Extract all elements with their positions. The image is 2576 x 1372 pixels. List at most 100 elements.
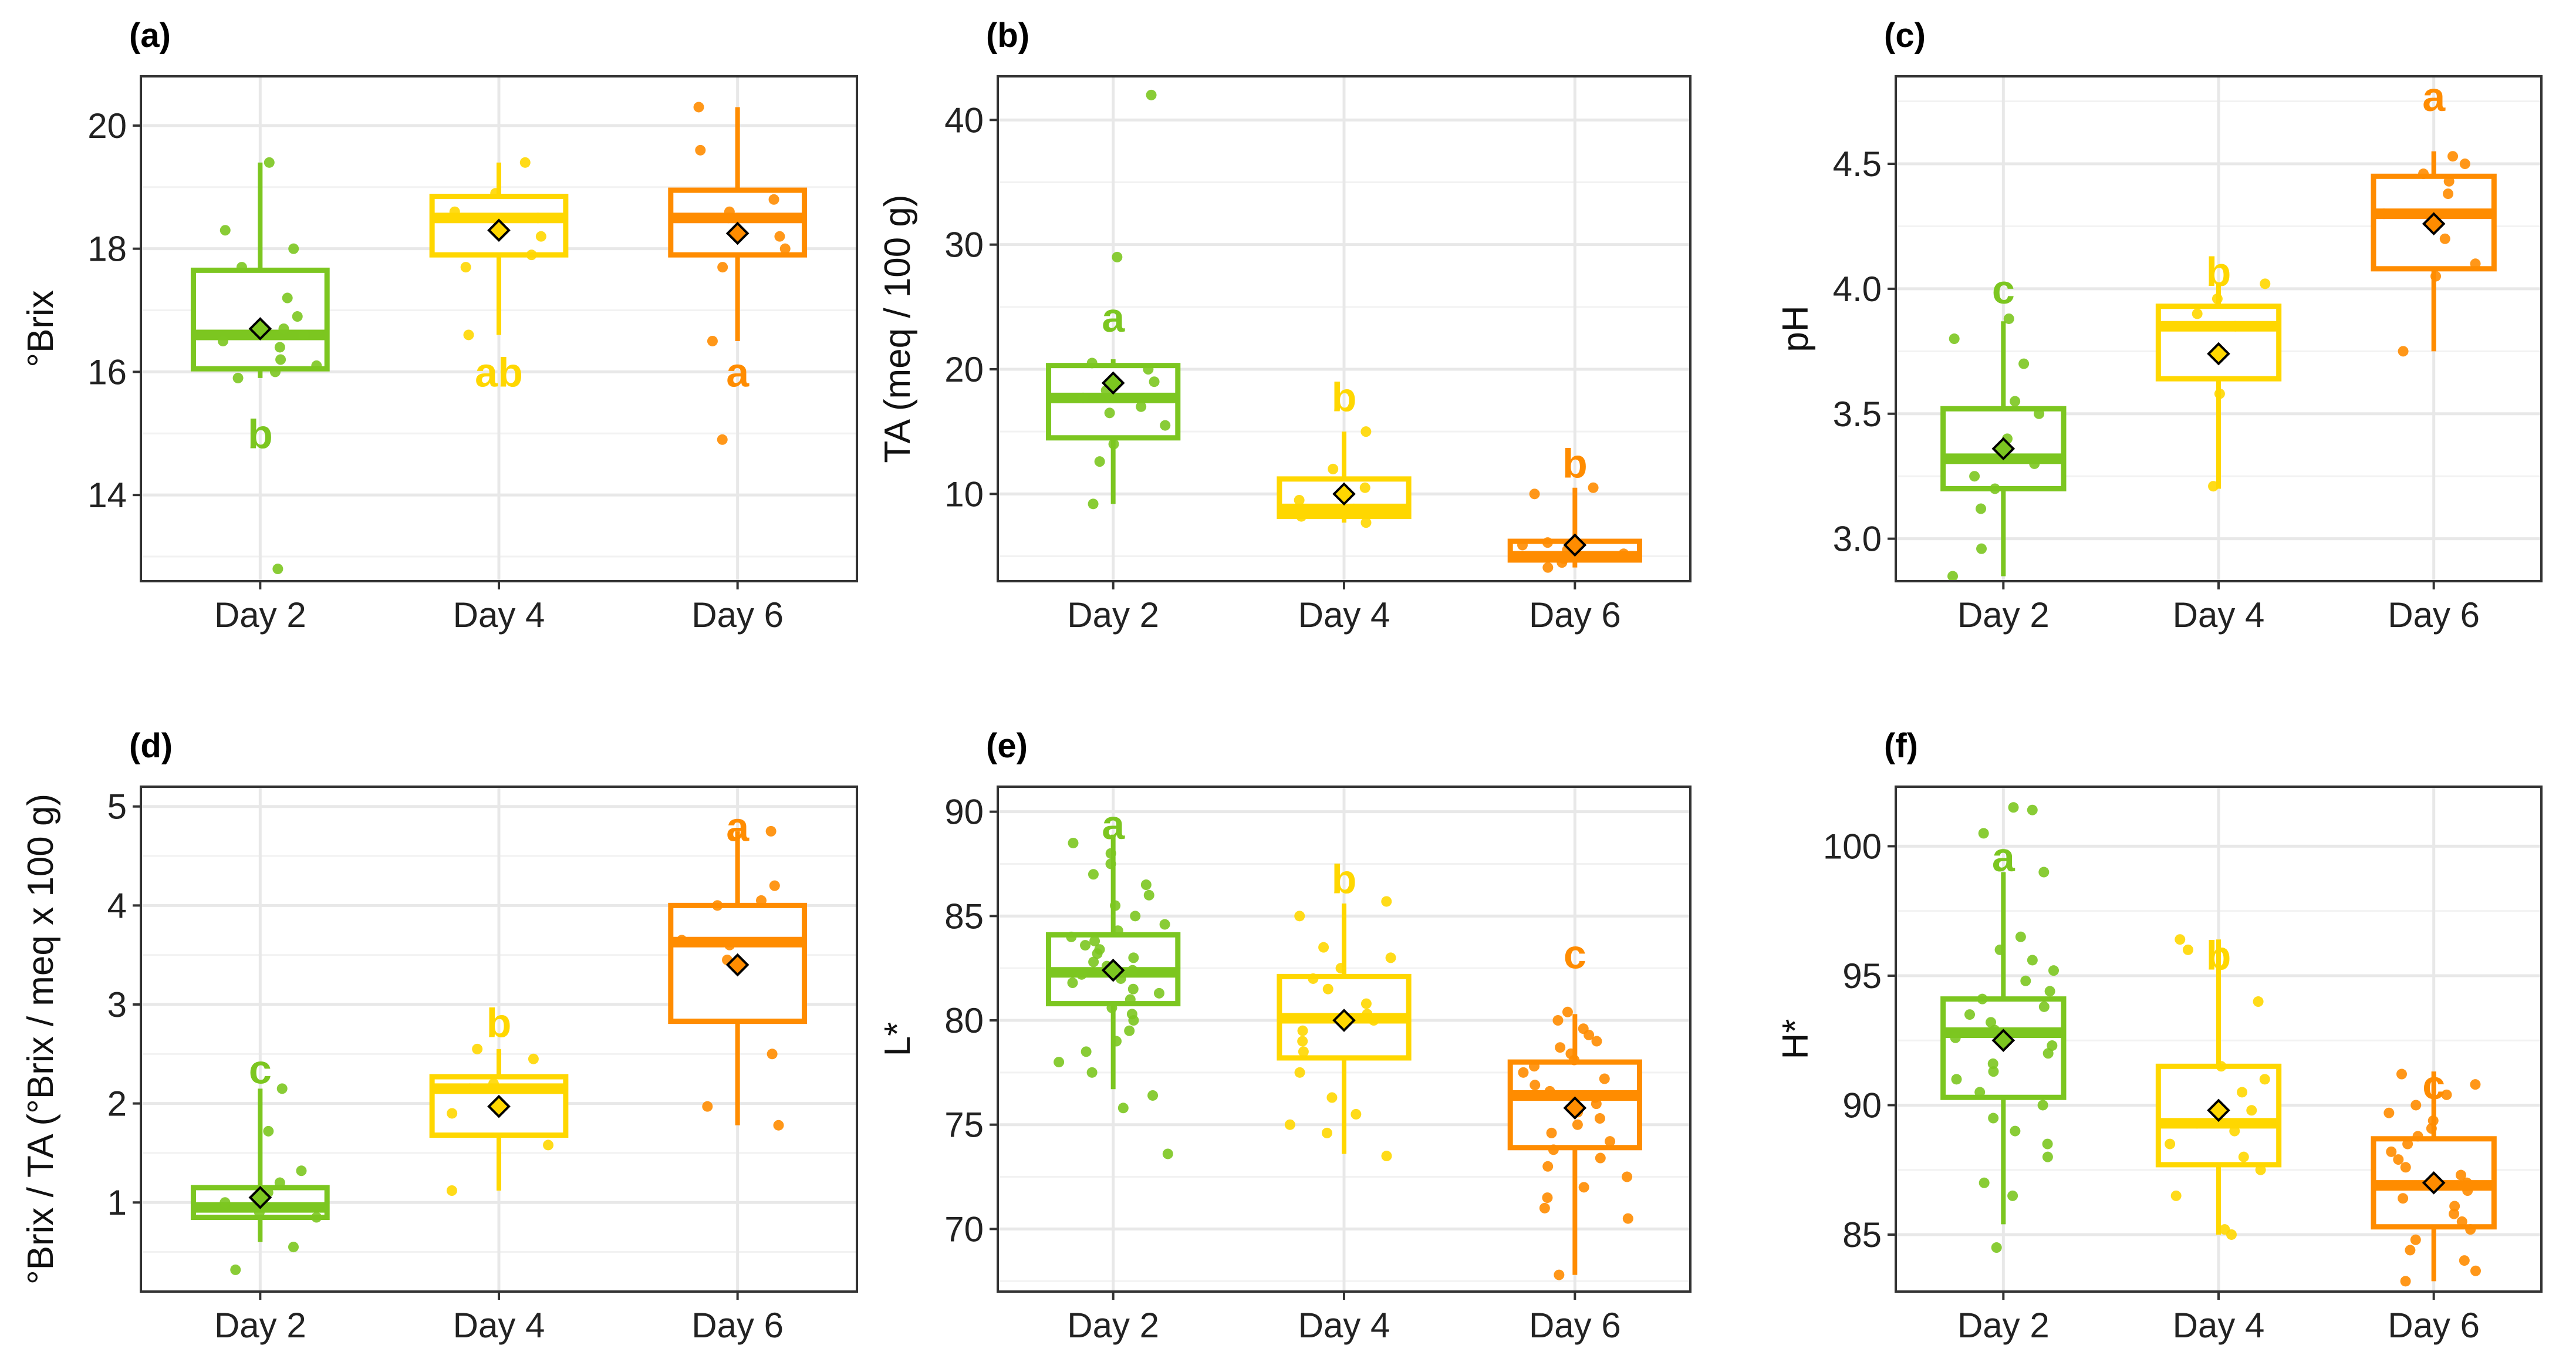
- y-tick-label: 16: [87, 352, 127, 392]
- data-point: [2192, 308, 2203, 319]
- mean-marker: [1101, 371, 1125, 395]
- significance-letter: c: [1992, 267, 2015, 312]
- box-day-4: b: [2155, 249, 2282, 492]
- data-point: [220, 225, 231, 236]
- data-point: [2047, 1040, 2058, 1051]
- box-day-2: a: [1046, 802, 1181, 1159]
- data-point: [1321, 1127, 1332, 1138]
- y-tick-label: 4: [107, 886, 127, 925]
- data-point: [275, 354, 286, 365]
- x-tick-label: Day 6: [1529, 1306, 1621, 1345]
- data-point: [2042, 1151, 2053, 1162]
- data-point: [2237, 1087, 2248, 1098]
- data-point: [1308, 973, 1319, 984]
- plot-frame: [997, 75, 1692, 582]
- data-point: [1529, 488, 1540, 500]
- data-point: [2034, 408, 2045, 419]
- data-point: [2020, 975, 2031, 986]
- data-point: [2027, 955, 2038, 966]
- data-point: [2182, 944, 2193, 955]
- data-point: [1949, 333, 1960, 345]
- panel-label: (c): [1884, 16, 1926, 55]
- data-point: [767, 1049, 778, 1060]
- data-point: [1542, 1161, 1554, 1172]
- data-point: [1094, 944, 1105, 955]
- data-point: [1126, 1009, 1137, 1020]
- data-point: [1140, 879, 1152, 891]
- data-point: [2044, 986, 2055, 997]
- x-tick-label: Day 6: [2388, 595, 2480, 635]
- data-point: [774, 231, 785, 242]
- data-point: [278, 323, 289, 334]
- data-point: [2465, 1224, 2476, 1235]
- data-point: [2029, 458, 2040, 469]
- data-point: [1988, 1066, 1999, 1077]
- data-point: [460, 262, 471, 273]
- data-point: [2456, 1216, 2467, 1227]
- data-point: [1947, 571, 1959, 582]
- data-point: [2418, 168, 2429, 180]
- data-point: [1969, 471, 1980, 482]
- data-point: [1125, 994, 1136, 1005]
- data-point: [1994, 944, 2006, 955]
- data-point: [2400, 1276, 2411, 1287]
- significance-letter: c: [2422, 1062, 2445, 1108]
- data-point: [1548, 1144, 1559, 1155]
- data-point: [1950, 1032, 1961, 1043]
- data-point: [1136, 401, 1147, 412]
- data-point: [717, 262, 728, 273]
- data-point: [463, 329, 474, 341]
- y-tick-label: 75: [944, 1105, 984, 1145]
- y-axis-title: °Brix / TA (°Brix / meq x 100 g): [21, 794, 61, 1285]
- data-point: [1599, 1073, 1610, 1084]
- data-point: [1067, 977, 1078, 989]
- data-point: [1089, 935, 1100, 946]
- data-point: [1622, 1213, 1633, 1224]
- y-tick-label: 30: [944, 225, 984, 265]
- data-point: [1595, 1152, 1606, 1164]
- data-point: [464, 1083, 475, 1094]
- data-point: [1117, 1103, 1129, 1114]
- mean-marker: [248, 317, 272, 341]
- data-point: [217, 335, 228, 346]
- data-point: [1976, 503, 1987, 514]
- data-point: [695, 144, 706, 156]
- data-point: [1298, 1046, 1309, 1057]
- significance-letter: c: [249, 1047, 272, 1093]
- box-day-6: a: [668, 804, 808, 1131]
- data-point: [1991, 1242, 2002, 1253]
- data-point: [1143, 364, 1154, 375]
- data-point: [676, 935, 687, 946]
- mean-marker: [2422, 212, 2446, 236]
- data-point: [2443, 176, 2455, 187]
- data-point: [2038, 867, 2050, 878]
- data-point: [693, 102, 704, 113]
- data-point: [1591, 1036, 1602, 1047]
- significance-letter: b: [487, 1000, 512, 1046]
- significance-letter: ab: [475, 349, 523, 395]
- data-point: [773, 1120, 784, 1131]
- data-point: [1572, 1119, 1583, 1130]
- data-point: [264, 157, 275, 168]
- plot-frame: [140, 786, 858, 1293]
- data-point: [1127, 965, 1138, 976]
- data-point: [1565, 1048, 1576, 1059]
- significance-letter: b: [248, 411, 273, 457]
- data-point: [1335, 963, 1346, 974]
- data-point: [276, 1083, 288, 1094]
- data-point: [532, 213, 543, 224]
- mean-marker: [2422, 1171, 2446, 1195]
- data-point: [1605, 1136, 1616, 1147]
- data-point: [1106, 1002, 1117, 1013]
- data-point: [2208, 481, 2219, 492]
- x-tick-label: Day 6: [691, 1306, 784, 1345]
- box-day-4: b: [1277, 375, 1412, 528]
- data-point: [1977, 993, 1988, 1004]
- panel-e: 70 75 80 85 90 Day 2 Day 4 Day 6 a b c (e) L*: [877, 727, 1692, 1345]
- panel-f: 85 90 95 100 Day 2 Day 4 Day 6 a b c (f) H*: [1775, 727, 2543, 1345]
- data-point: [1328, 463, 1339, 474]
- y-tick-label: 95: [1842, 956, 1882, 996]
- data-point: [2008, 802, 2019, 813]
- significance-letter: a: [1102, 802, 1125, 848]
